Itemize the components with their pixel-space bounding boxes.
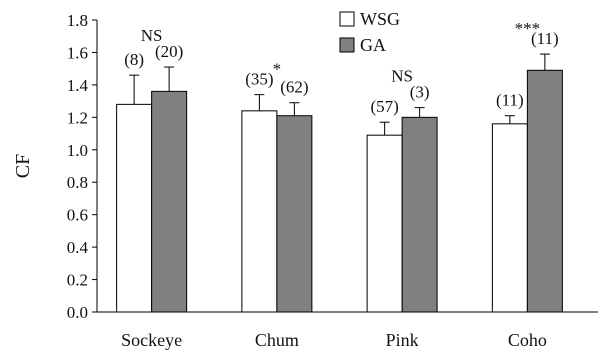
y-tick-label: 1.4	[67, 76, 89, 95]
y-tick-label: 1.6	[67, 43, 88, 62]
axes: 0.0 0.2 0.4 0.6 0.8 1.0 1.2 1.4 1.6 1.8 CF	[12, 11, 598, 322]
x-tick-label: Chum	[255, 330, 299, 350]
bar-wsg	[116, 103, 153, 313]
bars	[116, 53, 563, 313]
significance-label: NS	[391, 67, 413, 86]
y-tick-label: 0.8	[67, 173, 88, 192]
legend-swatch-ga	[339, 37, 355, 53]
x-tick-label: Coho	[508, 330, 547, 350]
significance-label: *	[273, 60, 282, 79]
bar-wsg	[491, 123, 528, 313]
bar-ga	[526, 69, 563, 313]
sample-size-label: (57)	[370, 97, 398, 116]
y-tick-label: 0.4	[67, 238, 89, 257]
significance-label: NS	[141, 26, 163, 45]
significance-label: ***	[515, 19, 541, 38]
legend: WSG GA	[339, 9, 400, 55]
legend-label-wsg: WSG	[360, 9, 400, 29]
sample-size-label: (8)	[124, 50, 144, 69]
legend-label-ga: GA	[360, 35, 386, 55]
y-tick-label: 0.2	[67, 271, 88, 290]
sample-size-label: (11)	[496, 91, 524, 110]
y-tick-label: 1.0	[67, 141, 88, 160]
bar-ga	[401, 116, 438, 313]
bar-wsg	[366, 134, 403, 313]
sample-size-label: (35)	[245, 70, 273, 89]
y-tick-label: 0.0	[67, 303, 88, 322]
y-tick-label: 1.8	[67, 11, 88, 30]
sample-size-label: (11)	[531, 29, 559, 48]
bar-wsg	[241, 110, 278, 313]
y-axis-label: CF	[12, 154, 34, 178]
x-tick-label: Pink	[386, 330, 419, 350]
x-tick-label: Sockeye	[121, 330, 182, 350]
y-tick-label: 1.2	[67, 108, 88, 127]
bar-ga	[276, 115, 313, 313]
bar-ga	[151, 90, 188, 313]
sample-size-label: (3)	[410, 83, 430, 102]
legend-swatch-wsg	[339, 11, 355, 27]
y-tick-label: 0.6	[67, 206, 88, 225]
sample-size-label: (62)	[280, 78, 308, 97]
sample-size-label: (20)	[155, 42, 183, 61]
